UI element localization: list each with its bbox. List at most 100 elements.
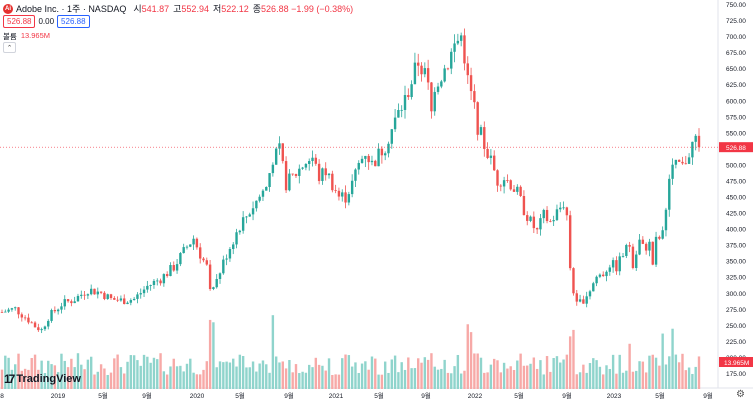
candle-body <box>374 160 377 167</box>
candle-body <box>479 127 483 135</box>
ohlc-value: 522.12 <box>221 4 249 14</box>
candle-body <box>14 307 17 309</box>
volume-bar <box>423 357 427 389</box>
volume-bar <box>76 353 80 389</box>
candle-body <box>562 207 565 209</box>
volume-bar <box>364 361 367 389</box>
candle-body <box>192 238 195 245</box>
volume-bar <box>17 353 20 389</box>
x-tick-label: 5월 <box>374 391 384 400</box>
candle-body <box>697 135 701 148</box>
volume-bar <box>10 369 14 389</box>
candle-body <box>535 228 539 230</box>
volume-bar <box>113 358 116 389</box>
ohlc-readout: 시541.87 고552.94 저522.12 종526.88 −1.99 (−0.3… <box>129 2 353 15</box>
volume-bar <box>654 357 658 389</box>
volume-bar <box>631 371 635 389</box>
volume-bar <box>274 356 278 389</box>
candle-body <box>539 218 542 230</box>
symbol-title[interactable]: Adobe Inc. · 1주 · NASDAQ <box>16 4 127 14</box>
candle-body <box>618 256 621 272</box>
candle-body <box>651 241 654 265</box>
tradingview-wordmark: TradingView <box>16 373 81 385</box>
volume-bar <box>380 374 384 389</box>
x-tick-label: 5월 <box>98 391 108 400</box>
volume-bar <box>400 362 403 389</box>
tradingview-logo[interactable]: 17 TradingView <box>4 372 81 386</box>
candle-body <box>30 322 33 324</box>
candle-body <box>37 327 40 331</box>
candle-body <box>50 310 53 321</box>
volume-bar <box>116 354 119 389</box>
collapse-legend-button[interactable]: ⌃ <box>3 42 16 53</box>
candle-body <box>549 221 552 222</box>
volume-bar <box>228 362 232 389</box>
volume-bar <box>235 366 238 389</box>
volume-bar <box>261 360 265 389</box>
candle-body <box>446 68 450 70</box>
volume-bar <box>89 356 93 389</box>
candle-body <box>681 161 684 164</box>
x-tick-label: 9월 <box>421 391 431 400</box>
volume-bar <box>268 372 271 389</box>
y-tick-label: 650.00 <box>726 66 746 73</box>
candle-body <box>66 299 70 302</box>
candle-body <box>311 157 314 162</box>
candle-body <box>298 168 301 176</box>
volume-bar <box>106 374 109 389</box>
volume-bar <box>215 367 218 389</box>
volume-bar <box>53 365 57 389</box>
volume-bar <box>96 371 99 389</box>
candle-body <box>156 280 159 282</box>
y-tick-label: 700.00 <box>726 34 746 41</box>
candle-body <box>103 292 106 300</box>
candle-body <box>526 215 529 221</box>
ohlc-key: 고 <box>173 4 182 14</box>
volume-bar <box>407 357 410 389</box>
candle-body <box>53 310 57 312</box>
y-tick-label: 275.00 <box>726 307 746 314</box>
candle-body <box>116 299 119 301</box>
volume-bar <box>271 315 275 389</box>
candle-body <box>195 238 199 248</box>
volume-bar <box>621 372 625 389</box>
volume-bar <box>644 372 648 389</box>
candle-body <box>324 168 327 176</box>
y-tick-label: 350.00 <box>726 259 746 266</box>
volume-bar <box>139 365 142 389</box>
volume-bar <box>582 364 585 389</box>
ask-price[interactable]: 526.88 <box>57 15 90 28</box>
volume-bar <box>50 364 53 389</box>
volume-bar <box>417 358 420 389</box>
volume-bar <box>671 328 674 389</box>
volume-bar <box>618 354 621 389</box>
volume-bar <box>479 357 483 389</box>
volume-bar <box>192 372 195 389</box>
candle-body <box>215 279 218 288</box>
candle-body <box>357 162 360 170</box>
candle-body <box>453 43 456 52</box>
volume-bar <box>136 360 139 389</box>
volume-bar <box>205 361 209 389</box>
volume-bar <box>317 364 321 389</box>
candle-body <box>142 289 146 294</box>
volume-bar <box>542 374 545 389</box>
gear-icon[interactable]: ⚙ <box>736 389 745 400</box>
candle-body <box>304 163 308 168</box>
volume-bar <box>592 358 595 389</box>
candle-body <box>149 285 152 286</box>
volume-bar <box>86 359 90 389</box>
candle-body <box>377 148 380 167</box>
candle-body <box>492 155 496 171</box>
bid-price[interactable]: 526.88 <box>3 15 36 28</box>
candle-body <box>631 246 635 268</box>
volume-bar <box>476 353 479 389</box>
volume-bar <box>341 358 344 389</box>
candle-body <box>76 295 80 302</box>
candle-body <box>17 307 20 315</box>
candle-body <box>687 157 691 164</box>
candle-body <box>271 164 275 174</box>
candle-body <box>334 190 337 192</box>
candle-body <box>638 239 641 255</box>
